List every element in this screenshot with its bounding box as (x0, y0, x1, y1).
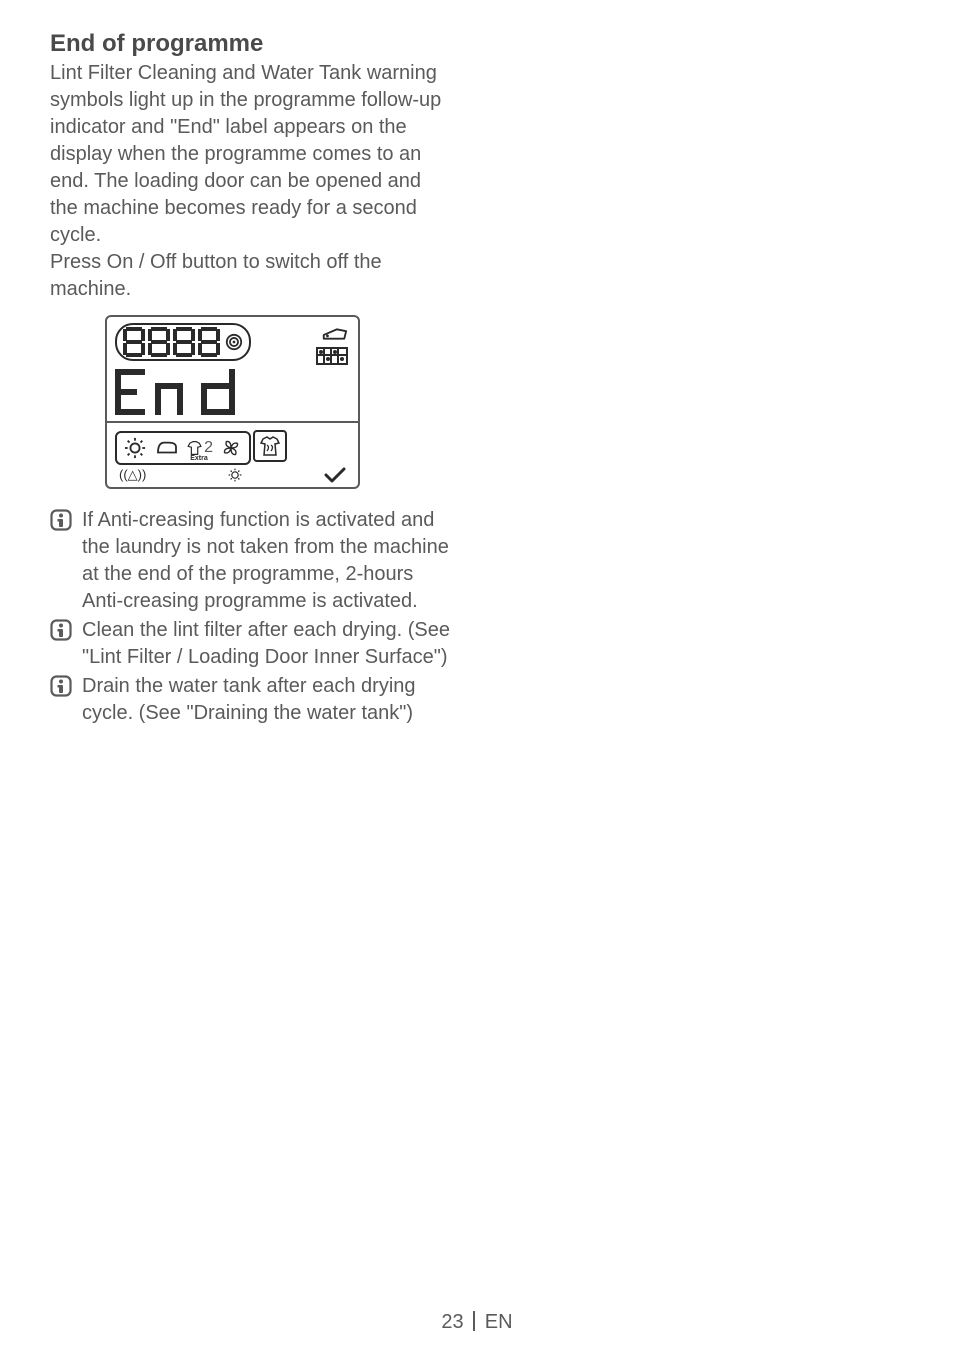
body-paragraph-2: Press On / Off button to switch off the … (50, 249, 450, 303)
options-box: 2 Extra (115, 431, 251, 465)
page-footer: 23 EN (0, 1311, 954, 1334)
sun-small-icon (224, 467, 246, 483)
info-icon (50, 619, 72, 641)
digit-frame (115, 323, 251, 361)
section-heading: End of programme (50, 30, 450, 58)
iron-icon (153, 436, 181, 460)
fan-icon (217, 436, 245, 460)
machine-display-panel: 2 Extra ((△)) (105, 315, 450, 489)
anticrease-icon (253, 430, 287, 462)
seg-digit-3 (173, 327, 195, 357)
buzzer-icon: ((△)) (119, 467, 146, 483)
footer-divider (473, 1311, 475, 1331)
info-note-text: Clean the lint filter after each drying.… (82, 619, 450, 668)
info-note-text: Drain the water tank after each drying c… (82, 675, 416, 724)
shirt-extra-icon: 2 Extra (185, 436, 213, 460)
info-note-text: If Anti-creasing function is activated a… (82, 509, 449, 612)
page-number: 23 (441, 1311, 463, 1333)
end-label (115, 369, 350, 415)
info-note-1: If Anti-creasing function is activated a… (50, 507, 450, 615)
info-icon (50, 675, 72, 697)
checkmark-icon (324, 467, 346, 483)
filter-grid-icon (316, 347, 348, 365)
seg-digit-4 (198, 327, 220, 357)
info-icon (50, 509, 72, 531)
seg-digit-2 (148, 327, 170, 357)
info-note-3: Drain the water tank after each drying c… (50, 673, 450, 727)
sun-dry-icon (121, 436, 149, 460)
info-notes-list: If Anti-creasing function is activated a… (50, 507, 450, 727)
info-note-2: Clean the lint filter after each drying.… (50, 617, 450, 671)
page-language: EN (485, 1311, 513, 1333)
door-open-icon (320, 325, 348, 343)
seg-digit-1 (123, 327, 145, 357)
spiral-icon (225, 333, 243, 351)
body-paragraph-1: Lint Filter Cleaning and Water Tank warn… (50, 60, 450, 249)
